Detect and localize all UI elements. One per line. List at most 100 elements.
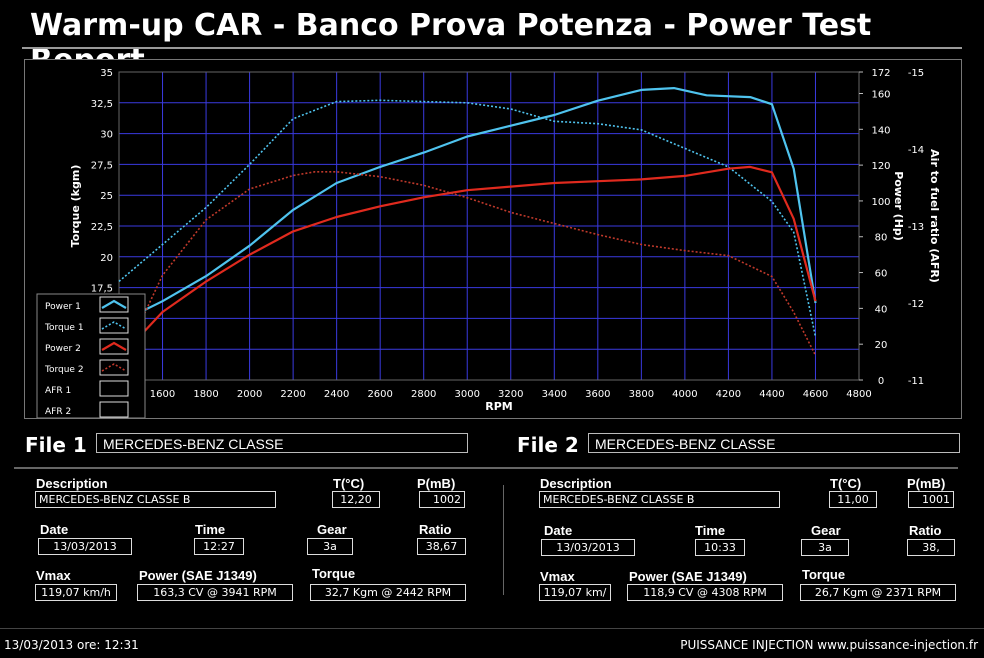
legend-line bbox=[101, 299, 127, 309]
plot-frame bbox=[118, 71, 860, 381]
legend-swatch bbox=[99, 317, 129, 334]
y-right-tick-label: 140 bbox=[871, 125, 890, 136]
chart-svg: 1600 1800 2000 2200 2400 2600 2800 3000 3200 3400… bbox=[36, 68, 941, 419]
file2-date-field[interactable]: 13/03/2013 bbox=[541, 539, 635, 556]
y-afr-tick-label: -14 bbox=[908, 145, 924, 156]
y-afr-tick-label: -11 bbox=[908, 376, 924, 387]
series-line-power-2 bbox=[118, 165, 817, 360]
y-left-tick-label: 22,5 bbox=[91, 222, 113, 233]
file1-power-label: Power (SAE J1349) bbox=[139, 568, 257, 583]
y-right-tick-label: 160 bbox=[871, 89, 890, 100]
y-left-tick-label: 35 bbox=[100, 68, 113, 79]
y-right-axis-label: Power (Hp) bbox=[892, 171, 905, 241]
file1-date-field[interactable]: 13/03/2013 bbox=[38, 538, 132, 555]
file1-gear-field[interactable]: 3a bbox=[307, 538, 353, 555]
legend-line bbox=[101, 341, 127, 351]
legend-label: AFR 2 bbox=[45, 407, 71, 417]
x-tick-label: 1600 bbox=[150, 389, 175, 400]
file2-power-label: Power (SAE J1349) bbox=[629, 569, 747, 584]
footer-divider bbox=[0, 628, 984, 629]
file2-date-label: Date bbox=[544, 523, 573, 538]
file1-header: File 1 bbox=[25, 433, 87, 457]
file2-torque-label: Torque bbox=[802, 567, 846, 582]
x-tick-label: 2200 bbox=[280, 389, 305, 400]
file2-temp-field[interactable]: 11,00 bbox=[829, 491, 877, 508]
x-tick-label: 3800 bbox=[629, 389, 654, 400]
y-right-tick-label: 40 bbox=[875, 304, 888, 315]
file1-vmax-field[interactable]: 119,07 km/h bbox=[35, 584, 117, 601]
x-tick-label: 3200 bbox=[498, 389, 523, 400]
x-tick-label: 2000 bbox=[237, 389, 262, 400]
series-line-torque-2 bbox=[118, 171, 817, 369]
file2-ratio-label: Ratio bbox=[909, 523, 942, 538]
legend-label: Torque 1 bbox=[44, 323, 84, 333]
y-afr-axis-label: Air to fuel ratio (AFR) bbox=[928, 149, 941, 283]
legend-label: Torque 2 bbox=[44, 365, 84, 375]
title-divider bbox=[22, 47, 962, 49]
file2-torque-field[interactable]: 26,7 Kgm @ 2371 RPM bbox=[800, 584, 956, 601]
x-tick-label: 4000 bbox=[672, 389, 697, 400]
file2-description-label: Description bbox=[540, 476, 612, 491]
legend-label: Power 1 bbox=[45, 302, 81, 312]
y-left-tick-label: 17,5 bbox=[91, 284, 113, 295]
x-tick-label: 2600 bbox=[367, 389, 392, 400]
y-right-tick-label: 172 bbox=[871, 68, 890, 79]
x-tick-label: 4400 bbox=[759, 389, 784, 400]
chart-grid bbox=[119, 71, 860, 380]
x-tick-label: 4800 bbox=[846, 389, 871, 400]
x-tick-label: 1800 bbox=[193, 389, 218, 400]
y-left-tick-label: 25 bbox=[100, 191, 113, 202]
details-separator bbox=[503, 485, 504, 595]
file1-ratio-label: Ratio bbox=[419, 522, 452, 537]
file2-pressure-label: P(mB) bbox=[907, 476, 946, 491]
legend-swatch bbox=[99, 296, 129, 313]
file2-time-field[interactable]: 10:33 bbox=[695, 539, 745, 556]
y-left-tick-label: 20 bbox=[100, 253, 113, 264]
file1-power-field[interactable]: 163,3 CV @ 3941 RPM bbox=[137, 584, 293, 601]
legend-line bbox=[101, 363, 127, 372]
file2-time-label: Time bbox=[695, 523, 726, 538]
file2-pressure-field[interactable]: 1001 bbox=[908, 491, 954, 508]
x-tick-label: 2800 bbox=[411, 389, 436, 400]
y-right-tick-label: 120 bbox=[871, 161, 890, 172]
file2-ratio-field[interactable]: 38, bbox=[907, 539, 955, 556]
file2-vmax-field[interactable]: 119,07 km/ bbox=[539, 584, 611, 601]
file2-description-field[interactable]: MERCEDES-BENZ CLASSE B bbox=[539, 491, 780, 508]
details-panel bbox=[14, 467, 958, 610]
y-afr-tick-label: -13 bbox=[908, 222, 924, 233]
x-axis-label: RPM bbox=[485, 400, 512, 413]
x-tick-label: 3400 bbox=[542, 389, 567, 400]
file1-description-field[interactable]: MERCEDES-BENZ CLASSE B bbox=[35, 491, 276, 508]
file1-name-field[interactable]: MERCEDES-BENZ CLASSE bbox=[96, 433, 468, 453]
y-right-tick-label: 60 bbox=[875, 269, 888, 280]
legend-label: AFR 1 bbox=[45, 386, 71, 396]
legend-swatch bbox=[99, 338, 129, 355]
file1-gear-label: Gear bbox=[317, 522, 347, 537]
x-tick-label: 3000 bbox=[455, 389, 480, 400]
y-left-tick-label: 30 bbox=[100, 130, 113, 141]
legend-line bbox=[101, 321, 127, 330]
y-right-tick-label: 0 bbox=[878, 376, 884, 387]
y-afr-tick-label: -15 bbox=[908, 68, 924, 79]
file1-pressure-field[interactable]: 1002 bbox=[419, 491, 465, 508]
file1-torque-field[interactable]: 32,7 Kgm @ 2442 RPM bbox=[310, 584, 466, 601]
file2-header: File 2 bbox=[517, 433, 579, 457]
x-tick-label: 2400 bbox=[324, 389, 349, 400]
file1-date-label: Date bbox=[40, 522, 69, 537]
file2-power-field[interactable]: 118,9 CV @ 4308 RPM bbox=[627, 584, 783, 601]
x-tick-label: 4600 bbox=[803, 389, 828, 400]
file1-time-label: Time bbox=[195, 522, 226, 537]
y-right-tick-label: 80 bbox=[875, 233, 888, 244]
footer-website: PUISSANCE INJECTION www.puissance-inject… bbox=[680, 638, 978, 652]
legend-swatch bbox=[99, 380, 129, 397]
y-right-tick-label: 20 bbox=[875, 340, 888, 351]
file2-gear-field[interactable]: 3a bbox=[801, 539, 849, 556]
file2-name-field[interactable]: MERCEDES-BENZ CLASSE bbox=[588, 433, 960, 453]
file1-vmax-label: Vmax bbox=[36, 568, 71, 583]
y-left-tick-label: 27,5 bbox=[91, 160, 113, 171]
series-line-power-1 bbox=[118, 87, 817, 324]
file2-vmax-label: Vmax bbox=[540, 569, 575, 584]
file1-ratio-field[interactable]: 38,67 bbox=[417, 538, 466, 555]
file1-time-field[interactable]: 12:27 bbox=[194, 538, 244, 555]
file1-temp-field[interactable]: 12,20 bbox=[332, 491, 380, 508]
